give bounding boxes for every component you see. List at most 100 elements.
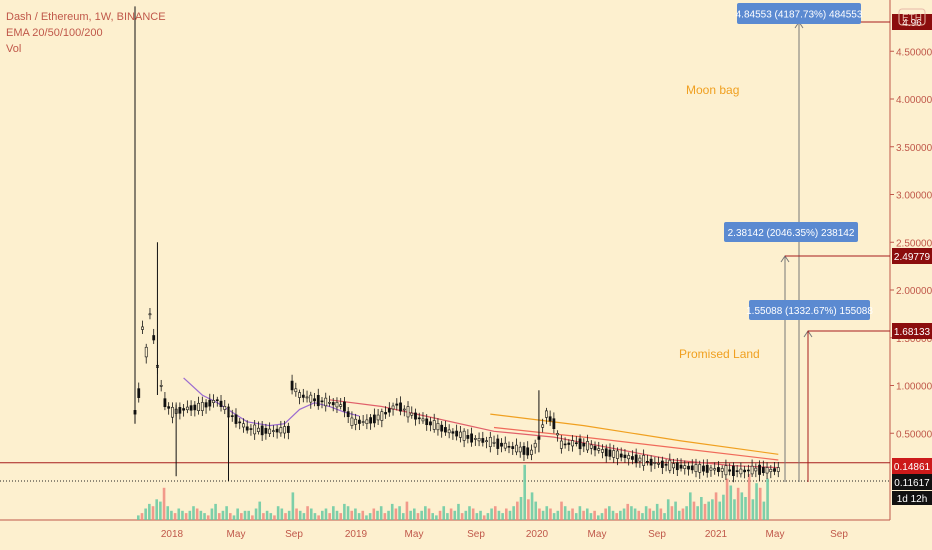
- volume-bar: [604, 508, 607, 520]
- volume-bar: [276, 506, 280, 520]
- volume-bar: [203, 513, 206, 520]
- candle-body: [485, 440, 488, 443]
- candle-body: [260, 425, 264, 436]
- x-tick-label: 2018: [161, 529, 184, 540]
- candle-body: [384, 412, 387, 415]
- candle-body: [245, 426, 249, 431]
- candle-body: [548, 416, 552, 422]
- y-tick-label: 2.00000: [896, 286, 932, 297]
- volume-bar: [582, 510, 585, 520]
- volume-bar: [354, 508, 357, 520]
- volume-bar: [666, 499, 670, 520]
- x-tick-label: May: [766, 529, 785, 540]
- volume-bar: [280, 508, 284, 520]
- candle-body: [649, 458, 653, 466]
- volume-bar: [258, 501, 262, 520]
- candle-body: [152, 335, 156, 341]
- candle-body: [765, 467, 769, 474]
- volume-bar: [497, 510, 501, 520]
- candle-body: [544, 410, 548, 418]
- x-tick-label: May: [227, 529, 246, 540]
- candle-body: [623, 454, 627, 458]
- volume-bar: [608, 506, 611, 520]
- candle-body: [687, 465, 690, 470]
- candle-body: [357, 419, 361, 424]
- volume-bar: [501, 513, 504, 520]
- volume-bar: [648, 508, 652, 520]
- volume-bar: [523, 464, 526, 520]
- candle-body: [159, 385, 163, 387]
- candle-body: [507, 446, 511, 448]
- candle-body: [440, 424, 444, 432]
- candle-body: [294, 388, 298, 393]
- volume-legend[interactable]: Vol: [6, 43, 22, 55]
- volume-bar: [262, 513, 265, 520]
- candle-body: [683, 465, 687, 469]
- candle-body: [197, 402, 200, 411]
- candle-body: [185, 406, 189, 411]
- volume-bar: [343, 503, 346, 520]
- volume-bar: [527, 499, 530, 520]
- volume-bar: [188, 510, 192, 520]
- volume-bar: [696, 506, 699, 520]
- volume-bar: [670, 506, 674, 520]
- volume-bar: [361, 510, 365, 520]
- volume-bar: [589, 513, 593, 520]
- volume-bar: [291, 492, 295, 520]
- volume-bar: [357, 513, 361, 520]
- volume-bar: [229, 513, 232, 520]
- candle-body: [668, 459, 672, 471]
- volume-bar: [762, 501, 766, 520]
- candle-body: [286, 425, 290, 433]
- volume-bar: [600, 513, 604, 520]
- volume-bar: [733, 499, 736, 520]
- candle-body: [627, 455, 631, 460]
- candle-body: [316, 395, 320, 407]
- candle-body: [634, 454, 638, 464]
- candle-body: [586, 441, 589, 451]
- candle-body: [593, 445, 597, 451]
- candle-body: [335, 401, 339, 408]
- volume-bar: [214, 503, 217, 520]
- volume-bar: [585, 508, 589, 520]
- candle-body: [365, 419, 369, 424]
- candle-body: [339, 404, 343, 407]
- candle-body: [212, 400, 215, 403]
- volume-bar: [302, 513, 306, 520]
- volume-bar: [332, 506, 335, 520]
- candle-body: [305, 396, 309, 399]
- x-tick-label: Sep: [830, 529, 848, 540]
- candle-body: [750, 465, 754, 475]
- y-tick-label: 0.50000: [896, 429, 932, 440]
- y-tick-label: 2.50000: [896, 238, 932, 249]
- candle-body: [653, 462, 657, 464]
- x-tick-label: 2020: [526, 529, 549, 540]
- candle-body: [758, 464, 761, 475]
- price-tag: [892, 248, 932, 264]
- volume-bar: [637, 510, 641, 520]
- x-tick-label: May: [405, 529, 424, 540]
- volume-bar: [232, 515, 236, 520]
- y-tick-label: 1.00000: [896, 382, 932, 393]
- price-tag: [892, 323, 932, 339]
- candle-body: [769, 468, 773, 473]
- candle-body: [735, 470, 739, 472]
- volume-bar: [372, 508, 376, 520]
- candle-body: [616, 450, 619, 459]
- candle-body: [257, 427, 260, 432]
- volume-bar: [350, 510, 354, 520]
- price-tag-label: 0.11617: [894, 478, 930, 489]
- candle-body: [320, 400, 324, 403]
- volume-bar: [652, 510, 655, 520]
- ema-legend[interactable]: EMA 20/50/100/200: [6, 27, 103, 39]
- candle-body: [376, 414, 380, 421]
- candle-body: [406, 406, 410, 418]
- volume-bar: [420, 510, 423, 520]
- volume-bar: [195, 508, 199, 520]
- candle-body: [533, 442, 537, 448]
- candle-body: [679, 464, 683, 469]
- volume-bar: [593, 510, 596, 520]
- y-tick-label: 1.50000: [896, 334, 932, 345]
- volume-bar: [335, 510, 339, 520]
